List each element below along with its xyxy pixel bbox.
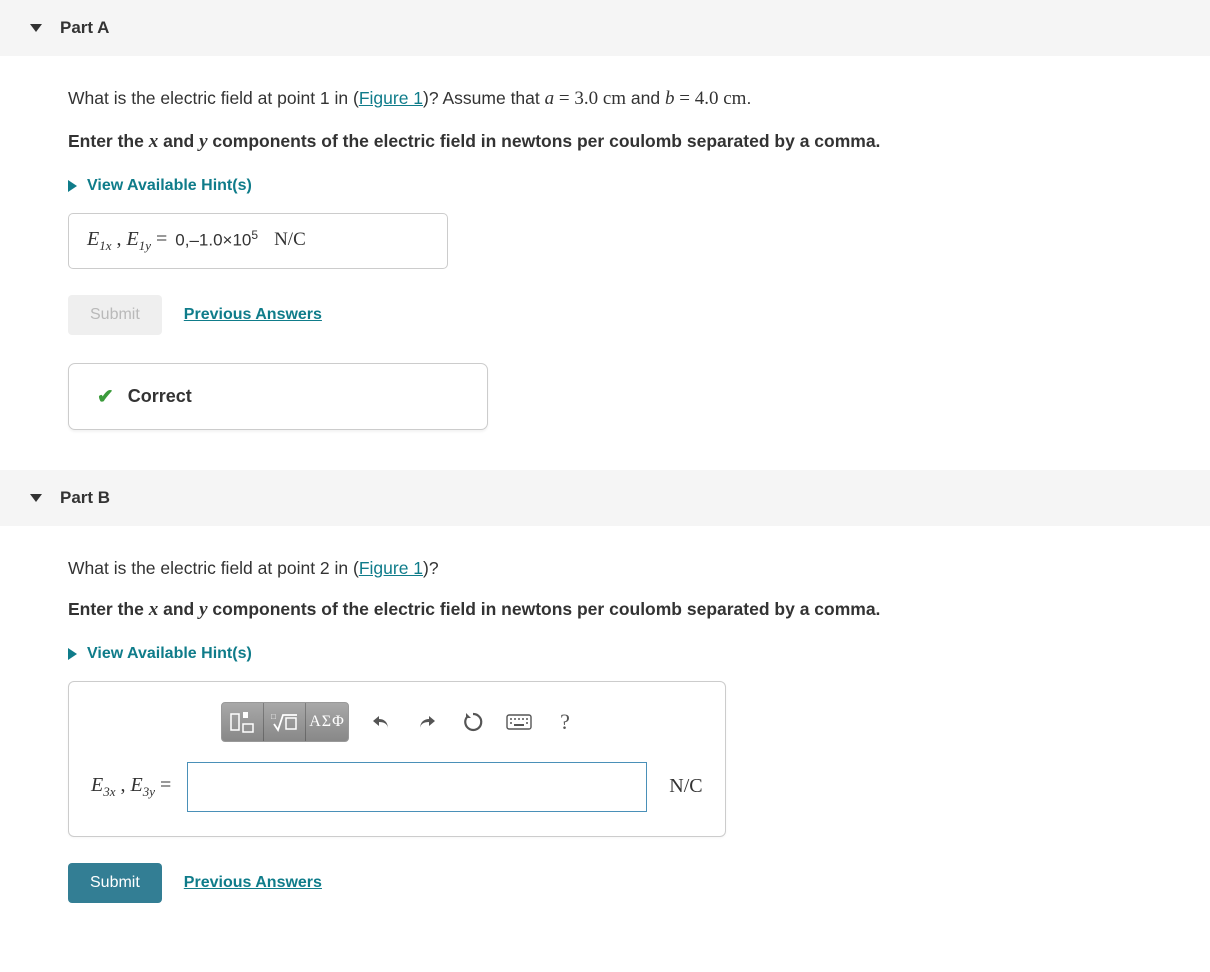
check-icon: ✔ (97, 384, 114, 409)
feedback-text: Correct (128, 386, 192, 407)
format-tool-group: □ ΑΣΦ (221, 702, 349, 742)
part-a-question: What is the electric field at point 1 in… (68, 86, 1190, 113)
part-b-input-row: E3x , E3y = N/C (91, 762, 703, 812)
part-a-header[interactable]: Part A (0, 0, 1210, 56)
part-a-title: Part A (60, 18, 109, 38)
hints-label: View Available Hint(s) (87, 645, 252, 663)
svg-text:□: □ (271, 712, 276, 721)
feedback-correct: ✔ Correct (68, 363, 488, 430)
part-b-title: Part B (60, 488, 110, 508)
radical-icon[interactable]: □ (264, 703, 306, 741)
equation-toolbar: □ ΑΣΦ ? (221, 702, 703, 742)
part-b-actions: Submit Previous Answers (68, 863, 1190, 903)
submit-button-a: Submit (68, 295, 162, 335)
keyboard-icon[interactable] (497, 703, 541, 741)
caret-right-icon (68, 180, 77, 192)
previous-answers-link-b[interactable]: Previous Answers (184, 874, 322, 892)
redo-icon[interactable] (405, 703, 449, 741)
part-b-body: What is the electric field at point 2 in… (0, 526, 1210, 971)
help-icon[interactable]: ? (543, 703, 587, 741)
caret-right-icon (68, 648, 77, 660)
unit-label: N/C (669, 775, 702, 798)
part-b-input-panel: □ ΑΣΦ ? (68, 681, 726, 837)
templates-icon[interactable] (222, 703, 264, 741)
hints-toggle-a[interactable]: View Available Hint(s) (68, 177, 1190, 195)
part-b-instruction: Enter the x and y components of the elec… (68, 599, 1190, 621)
figure-link[interactable]: Figure 1 (359, 558, 423, 578)
answer-input[interactable] (187, 762, 647, 812)
part-b-header[interactable]: Part B (0, 470, 1210, 526)
undo-icon[interactable] (359, 703, 403, 741)
part-b-question: What is the electric field at point 2 in… (68, 556, 1190, 581)
caret-down-icon (30, 24, 42, 32)
part-a-body: What is the electric field at point 1 in… (0, 56, 1210, 470)
part-b-lhs: E3x , E3y = (91, 774, 171, 800)
caret-down-icon (30, 494, 42, 502)
part-a-instruction: Enter the x and y components of the elec… (68, 131, 1190, 153)
reset-icon[interactable] (451, 703, 495, 741)
submit-button-b[interactable]: Submit (68, 863, 162, 903)
previous-answers-link-a[interactable]: Previous Answers (184, 306, 322, 324)
hints-label: View Available Hint(s) (87, 177, 252, 195)
greek-icon[interactable]: ΑΣΦ (306, 703, 348, 741)
part-a-answer: E1x , E1y = 0,–1.0×105 N/C (68, 213, 448, 270)
part-a-actions: Submit Previous Answers (68, 295, 1190, 335)
hints-toggle-b[interactable]: View Available Hint(s) (68, 645, 1190, 663)
figure-link[interactable]: Figure 1 (359, 88, 423, 108)
